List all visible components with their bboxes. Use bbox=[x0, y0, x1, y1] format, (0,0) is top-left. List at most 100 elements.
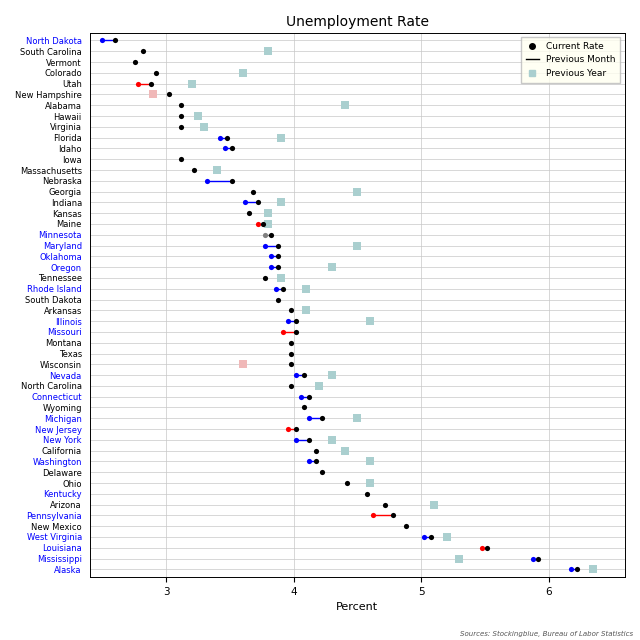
Point bbox=[316, 467, 326, 477]
Point bbox=[304, 456, 314, 467]
Title: Unemployment Rate: Unemployment Rate bbox=[285, 15, 429, 29]
Point bbox=[240, 197, 250, 207]
Point bbox=[176, 100, 186, 110]
Point bbox=[291, 435, 301, 445]
Point bbox=[263, 208, 273, 218]
Point bbox=[365, 316, 375, 326]
Point bbox=[286, 305, 296, 316]
Point bbox=[266, 230, 276, 240]
Point bbox=[316, 413, 326, 424]
Point bbox=[148, 90, 158, 100]
Point bbox=[286, 359, 296, 369]
Point bbox=[572, 564, 582, 575]
Point bbox=[304, 413, 314, 424]
Point bbox=[273, 252, 284, 262]
Point bbox=[299, 403, 309, 413]
Point bbox=[588, 564, 598, 575]
Point bbox=[193, 111, 203, 121]
Point bbox=[482, 543, 492, 553]
Point bbox=[477, 543, 487, 553]
Point bbox=[304, 435, 314, 445]
Point bbox=[299, 370, 309, 380]
Point bbox=[291, 316, 301, 326]
Point bbox=[388, 510, 398, 520]
Point bbox=[133, 79, 143, 89]
Point bbox=[244, 208, 254, 218]
Text: Sources: Stockingblue, Bureau of Labor Statistics: Sources: Stockingblue, Bureau of Labor S… bbox=[460, 630, 634, 637]
Point bbox=[429, 499, 439, 509]
Point bbox=[271, 284, 281, 294]
Point bbox=[326, 370, 337, 380]
Point bbox=[304, 392, 314, 402]
Point bbox=[222, 132, 232, 143]
Point bbox=[258, 219, 268, 229]
Point bbox=[533, 554, 543, 564]
Point bbox=[227, 176, 237, 186]
Point bbox=[260, 273, 271, 283]
Point bbox=[253, 197, 263, 207]
Point bbox=[286, 381, 296, 391]
Point bbox=[291, 370, 301, 380]
Point bbox=[566, 564, 577, 575]
X-axis label: Percent: Percent bbox=[336, 602, 378, 612]
Point bbox=[220, 143, 230, 154]
Point bbox=[237, 359, 248, 369]
Point bbox=[273, 262, 284, 272]
Point bbox=[342, 478, 352, 488]
Point bbox=[199, 122, 209, 132]
Point bbox=[214, 132, 225, 143]
Point bbox=[110, 35, 120, 45]
Point bbox=[291, 424, 301, 434]
Point bbox=[367, 510, 378, 520]
Point bbox=[339, 100, 349, 110]
Point bbox=[260, 241, 271, 251]
Point bbox=[311, 456, 321, 467]
Point bbox=[212, 165, 222, 175]
Point bbox=[260, 230, 271, 240]
Point bbox=[314, 381, 324, 391]
Point bbox=[311, 445, 321, 456]
Point bbox=[131, 57, 141, 67]
Point bbox=[291, 327, 301, 337]
Point bbox=[202, 176, 212, 186]
Point bbox=[284, 424, 294, 434]
Point bbox=[276, 197, 286, 207]
Point bbox=[301, 284, 312, 294]
Point bbox=[176, 111, 186, 121]
Point bbox=[248, 186, 258, 196]
Point bbox=[296, 392, 307, 402]
Point bbox=[362, 489, 372, 499]
Point bbox=[278, 284, 289, 294]
Point bbox=[276, 273, 286, 283]
Point bbox=[186, 79, 196, 89]
Point bbox=[163, 90, 173, 100]
Point bbox=[380, 499, 390, 509]
Point bbox=[266, 262, 276, 272]
Point bbox=[339, 445, 349, 456]
Point bbox=[263, 219, 273, 229]
Point bbox=[227, 143, 237, 154]
Point bbox=[276, 132, 286, 143]
Point bbox=[326, 262, 337, 272]
Point bbox=[278, 327, 289, 337]
Point bbox=[426, 532, 436, 542]
Point bbox=[286, 348, 296, 358]
Point bbox=[301, 305, 312, 316]
Point bbox=[138, 46, 148, 56]
Point bbox=[273, 241, 284, 251]
Point bbox=[528, 554, 538, 564]
Point bbox=[401, 521, 411, 531]
Point bbox=[150, 68, 161, 78]
Legend: Current Rate, Previous Month, Previous Year: Current Rate, Previous Month, Previous Y… bbox=[521, 38, 621, 83]
Point bbox=[189, 165, 199, 175]
Point bbox=[145, 79, 156, 89]
Point bbox=[266, 252, 276, 262]
Point bbox=[176, 154, 186, 164]
Point bbox=[326, 435, 337, 445]
Point bbox=[454, 554, 465, 564]
Point bbox=[273, 294, 284, 305]
Point bbox=[284, 316, 294, 326]
Point bbox=[352, 413, 362, 424]
Point bbox=[365, 478, 375, 488]
Point bbox=[97, 35, 108, 45]
